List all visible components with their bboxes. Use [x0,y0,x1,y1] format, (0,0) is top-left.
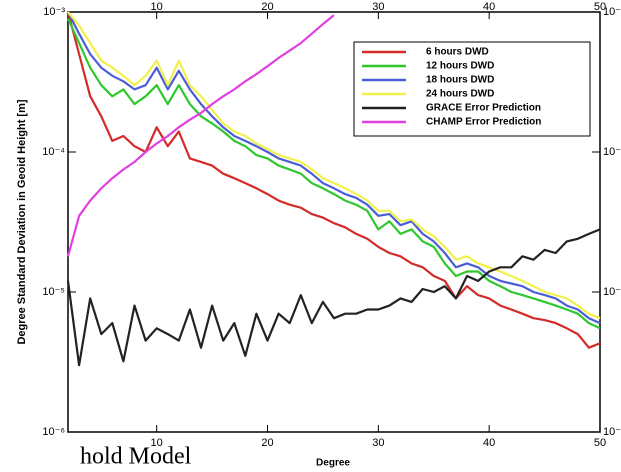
x-tick-label: 30 [372,437,384,449]
y-axis-label: Degree Standard Deviation in Geoid Heigh… [16,99,28,344]
x-tick-label-top: 30 [372,1,384,13]
x-tick-label-top: 10 [151,1,163,13]
x-tick-label: 50 [594,437,606,449]
series-line [67,11,601,325]
x-tick-label-top: 50 [594,1,606,13]
y-tick-label: 10⁻⁵ [42,286,65,298]
legend-box [353,41,591,137]
x-tick-label: 40 [483,437,495,449]
plot-frame [67,11,601,433]
y-tick-label: 10⁻³ [43,6,65,18]
annotation: hold Model [80,444,192,470]
x-axis-label: Degree [316,458,350,469]
legend-label: GRACE Error Prediction [426,103,541,114]
y-tick-label-right: 10⁻⁶ [603,426,621,438]
x-tick-label: 20 [261,437,273,449]
y-tick-label-right: 10⁻⁴ [603,146,621,158]
series-line [66,14,335,257]
legend-label: CHAMP Error Prediction [426,117,541,128]
legend-label: 18 hours DWD [426,75,494,86]
legend-label: 6 hours DWD [426,47,489,58]
y-tick-label: 10⁻⁴ [42,146,65,158]
series-line [67,11,601,320]
y-tick-label: 10⁻⁶ [42,426,65,438]
legend-label: 24 hours DWD [426,89,494,100]
x-tick-label-top: 20 [261,1,273,13]
y-tick-label-right: 10⁻³ [603,6,621,18]
series-line [66,11,601,349]
series-line [66,17,601,330]
x-tick-label-top: 40 [483,1,495,13]
series-line [66,228,601,367]
x-tick-label: 10 [151,437,163,449]
legend-label: 12 hours DWD [426,61,494,72]
y-tick-label-right: 10⁻⁵ [603,286,621,298]
